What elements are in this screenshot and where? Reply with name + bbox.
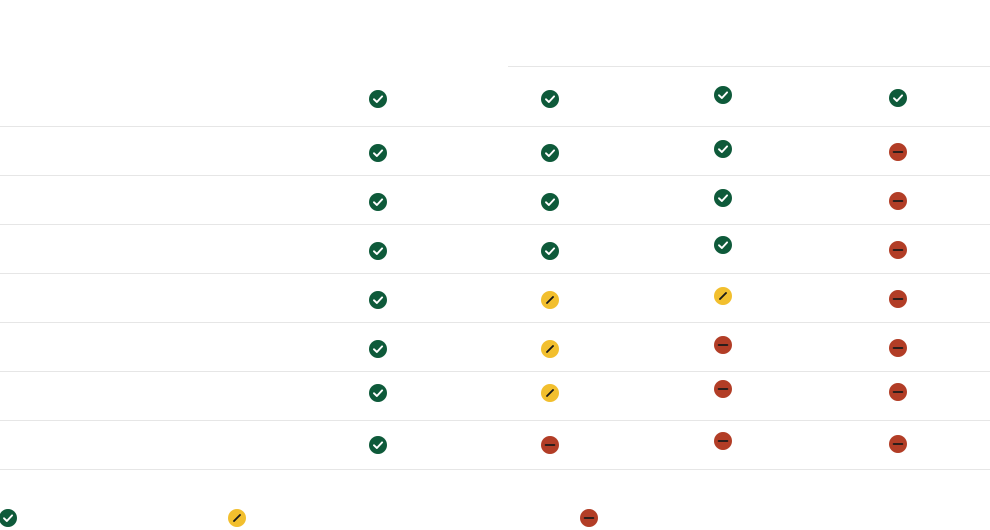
check-circle-icon xyxy=(541,90,559,108)
minus-circle-icon xyxy=(580,509,598,527)
check-circle-icon xyxy=(714,86,732,104)
check-circle-icon xyxy=(889,89,907,107)
row-divider xyxy=(0,322,990,323)
pencil-circle-icon xyxy=(541,340,559,358)
check-circle-icon xyxy=(541,242,559,260)
row-divider xyxy=(0,273,990,274)
row-divider xyxy=(0,126,990,127)
minus-circle-icon xyxy=(889,241,907,259)
check-circle-icon xyxy=(369,436,387,454)
check-circle-icon xyxy=(714,189,732,207)
minus-circle-icon xyxy=(889,339,907,357)
check-circle-icon xyxy=(0,509,17,527)
row-divider xyxy=(0,420,990,421)
pencil-circle-icon xyxy=(541,384,559,402)
pencil-circle-icon xyxy=(541,291,559,309)
check-circle-icon xyxy=(369,193,387,211)
minus-circle-icon xyxy=(541,436,559,454)
minus-circle-icon xyxy=(714,380,732,398)
minus-circle-icon xyxy=(889,192,907,210)
check-circle-icon xyxy=(369,90,387,108)
check-circle-icon xyxy=(369,384,387,402)
row-divider xyxy=(0,175,990,176)
minus-circle-icon xyxy=(889,435,907,453)
minus-circle-icon xyxy=(889,383,907,401)
minus-circle-icon xyxy=(714,432,732,450)
minus-circle-icon xyxy=(889,143,907,161)
minus-circle-icon xyxy=(714,336,732,354)
check-circle-icon xyxy=(541,144,559,162)
pencil-circle-icon xyxy=(228,509,246,527)
check-circle-icon xyxy=(369,242,387,260)
check-circle-icon xyxy=(714,140,732,158)
pencil-circle-icon xyxy=(714,287,732,305)
legend xyxy=(0,508,990,530)
check-circle-icon xyxy=(369,144,387,162)
check-circle-icon xyxy=(714,236,732,254)
check-circle-icon xyxy=(369,291,387,309)
row-divider xyxy=(0,371,990,372)
minus-circle-icon xyxy=(889,290,907,308)
table-header-rule xyxy=(508,66,990,67)
check-circle-icon xyxy=(369,340,387,358)
row-divider xyxy=(0,224,990,225)
check-circle-icon xyxy=(541,193,559,211)
row-divider xyxy=(0,469,990,470)
